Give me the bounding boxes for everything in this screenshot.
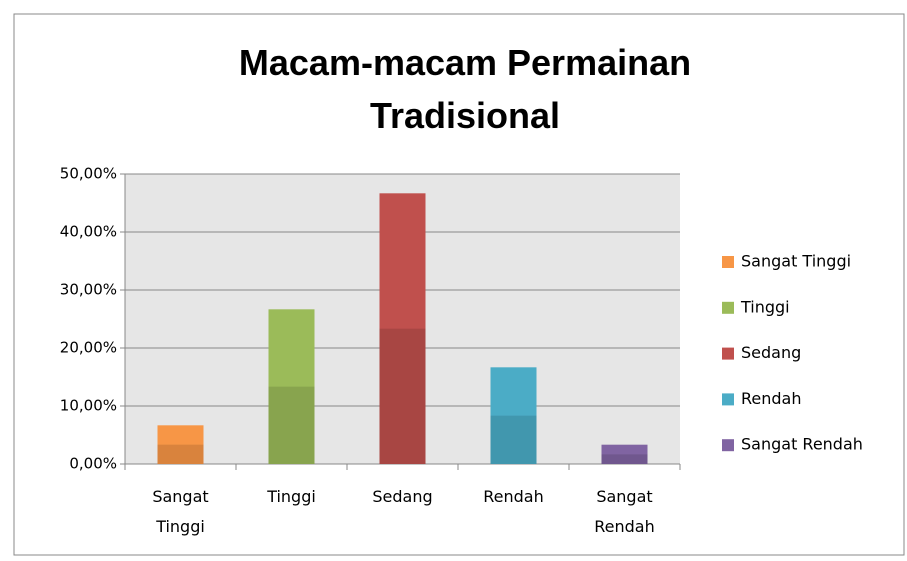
bar-shade: [157, 444, 204, 464]
bar: [268, 309, 315, 464]
legend-label: Rendah: [741, 389, 801, 408]
legend-swatch: [722, 301, 734, 314]
bar-shade: [601, 454, 648, 464]
legend-swatch: [722, 439, 734, 452]
y-tick-label: 20,00%: [60, 339, 117, 357]
legend-label: Sedang: [741, 343, 801, 362]
y-tick-label: 10,00%: [60, 397, 117, 415]
x-tick-label: Sangat Rendah: [594, 487, 654, 536]
legend-label: Tinggi: [740, 297, 790, 316]
legend-swatch: [722, 393, 734, 406]
bar: [601, 444, 648, 464]
x-tick-label: Rendah: [483, 487, 543, 506]
chart-title: Macam-macam Permainan Tradisional: [239, 42, 691, 136]
y-tick-label: 50,00%: [60, 165, 117, 183]
bar: [157, 425, 204, 464]
x-tick-label: Sangat Tinggi: [152, 487, 208, 536]
y-tick-label: 40,00%: [60, 223, 117, 241]
y-tick-label: 30,00%: [60, 281, 117, 299]
bar: [490, 367, 537, 464]
legend-label: Sangat Rendah: [741, 435, 863, 454]
bar: [379, 193, 426, 464]
legend-swatch: [722, 256, 734, 268]
legend-swatch: [722, 347, 734, 360]
y-tick-label: 0,00%: [69, 455, 117, 473]
x-tick-label: Sedang: [372, 487, 432, 506]
legend-label: Sangat Tinggi: [741, 252, 851, 271]
x-tick-label: Tinggi: [266, 487, 316, 506]
bar-shade: [379, 328, 426, 464]
bar-shade: [268, 386, 315, 464]
bar-shade: [490, 415, 537, 464]
